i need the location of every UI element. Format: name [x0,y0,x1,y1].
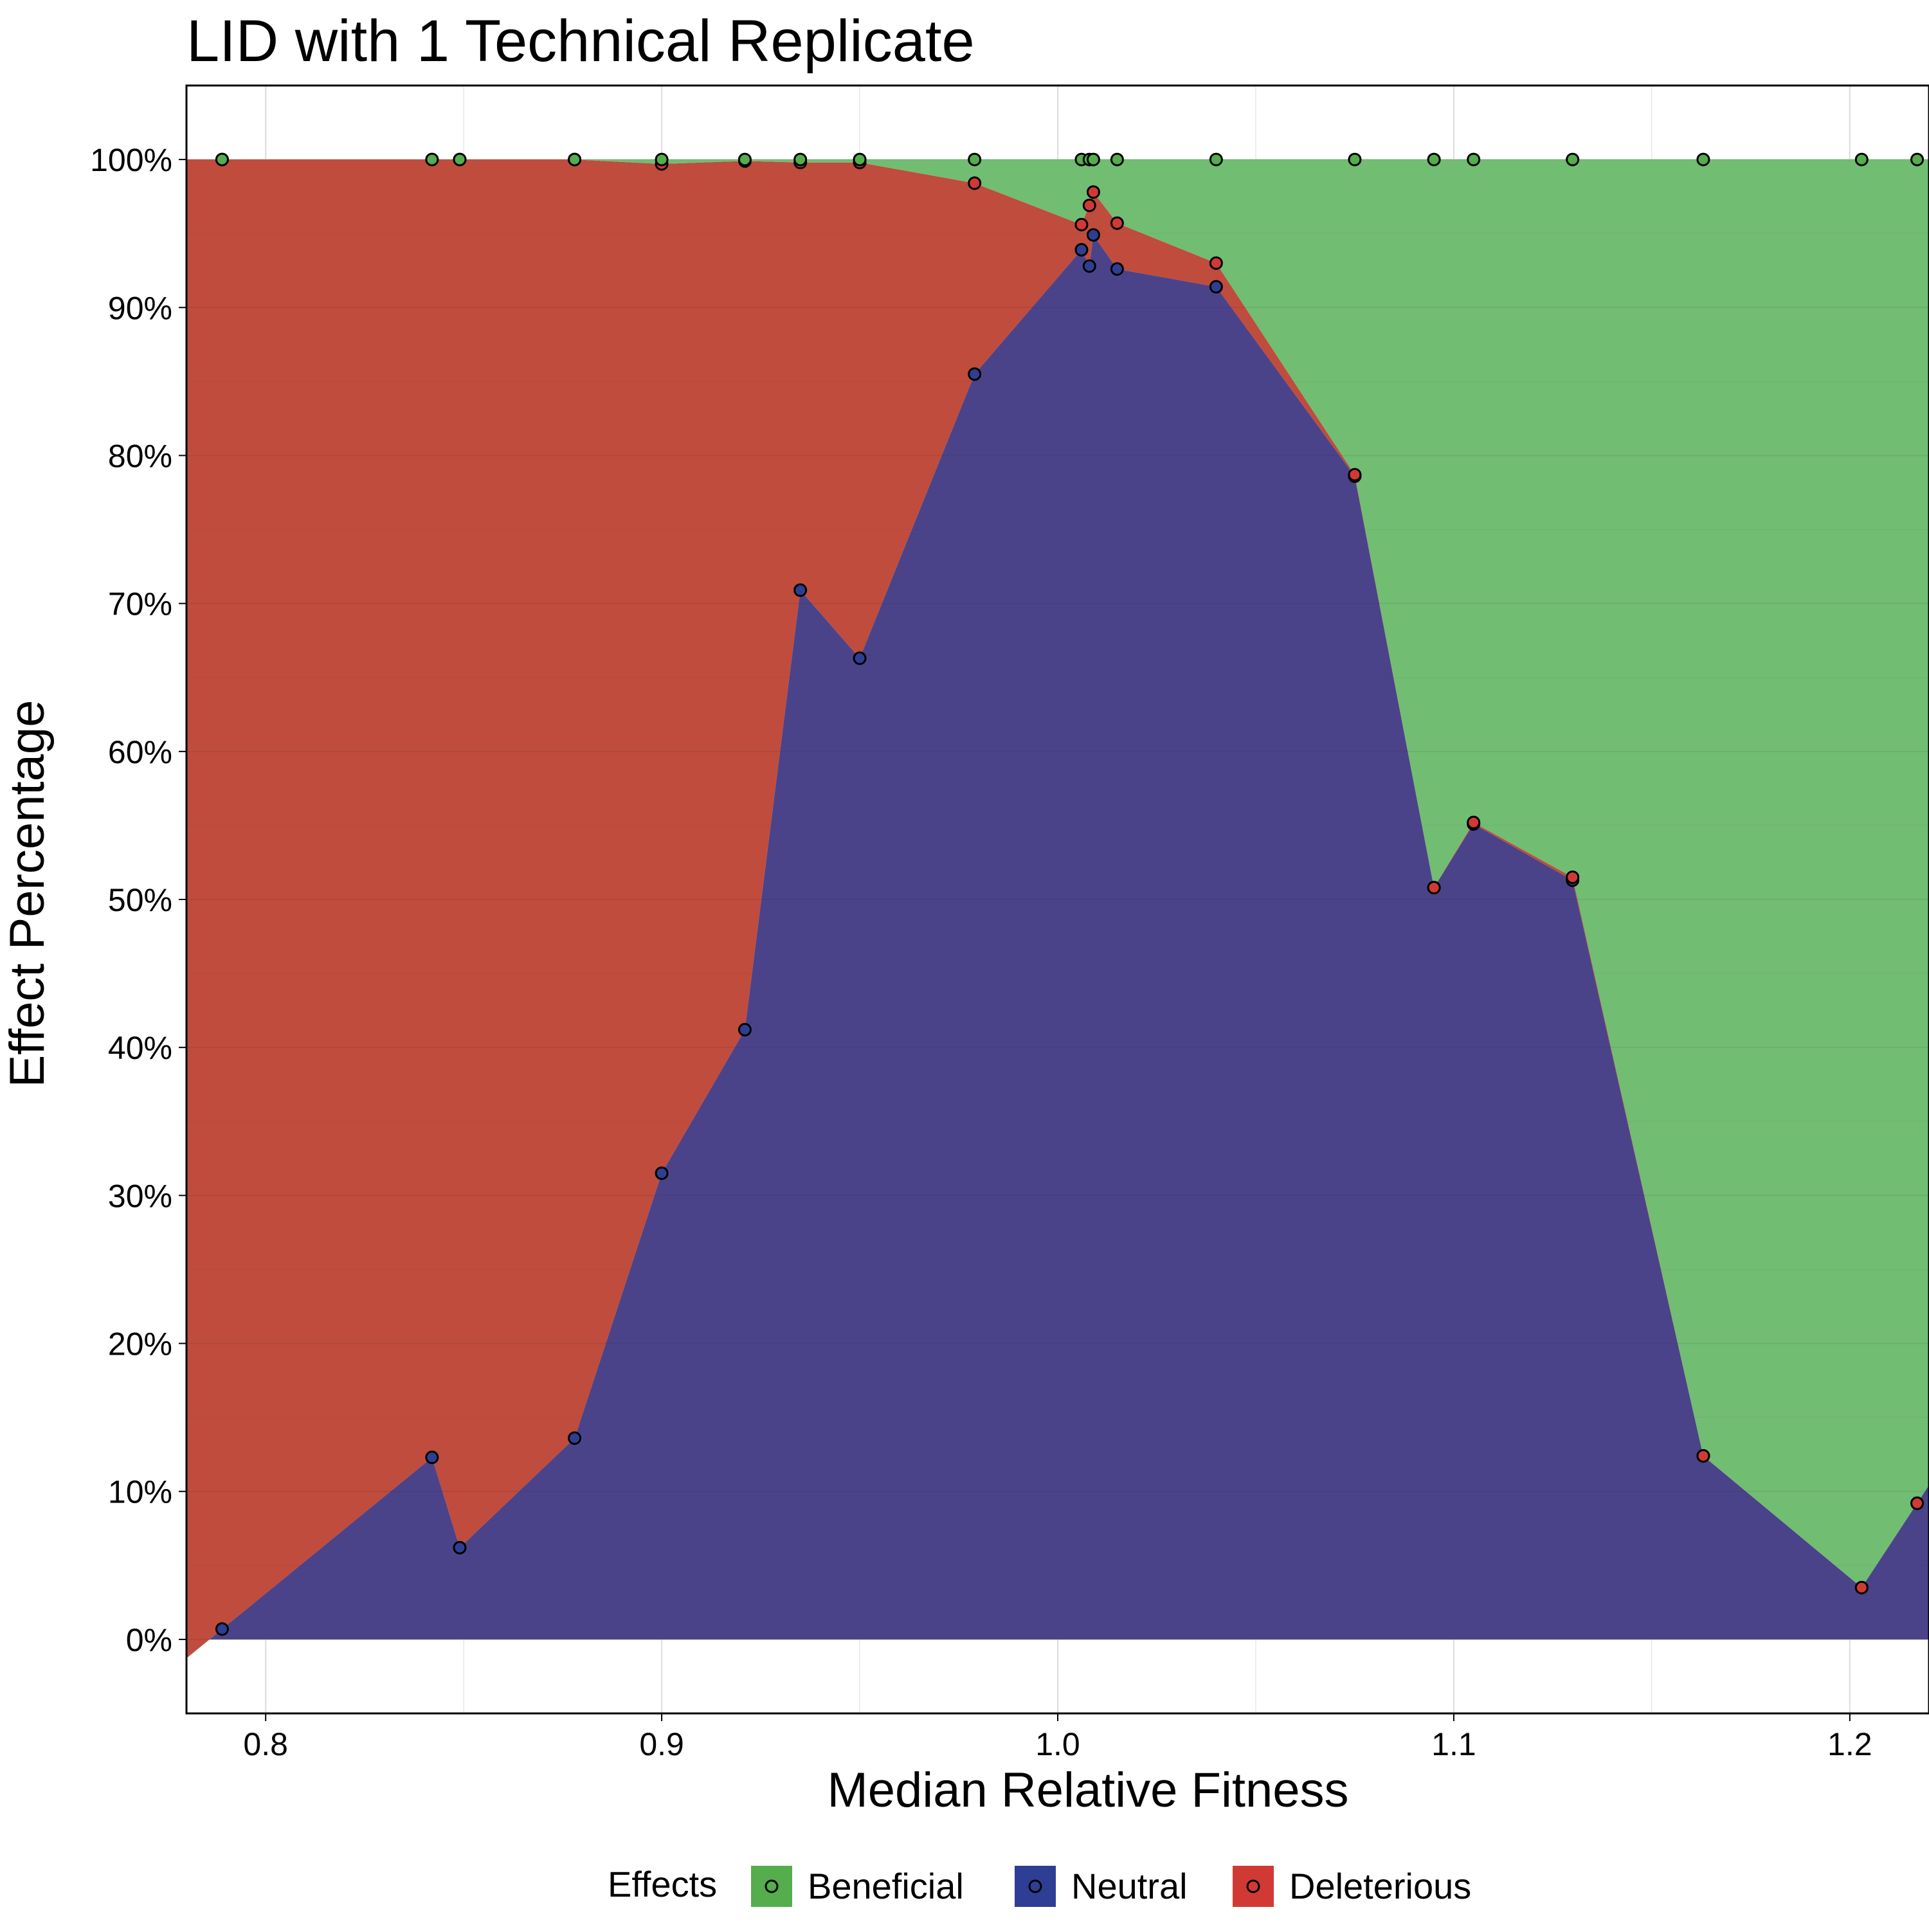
x-tick-label: 1.1 [1431,1726,1476,1762]
y-tick-label: 20% [108,1326,172,1362]
y-tick-label: 10% [108,1474,172,1510]
point-deleterious [1696,1449,1710,1463]
point-beneficial [1209,152,1223,167]
point-deleterious [1467,815,1481,829]
point-neutral [1074,243,1089,257]
x-axis: 0.8 0.9 1.0 1.1 1.2 [243,1713,1872,1762]
point-neutral [568,1431,582,1445]
y-tick-label: 90% [108,290,172,326]
point-beneficial [568,152,582,167]
y-tick-label: 80% [108,438,172,474]
x-tick-label: 1.0 [1035,1726,1080,1762]
legend-title: Effects [608,1864,717,1904]
legend-label-neutral: Neutral [1071,1866,1188,1906]
point-neutral [968,367,982,381]
legend-label-deleterious: Deleterious [1289,1866,1471,1906]
area-beneficial [186,159,1929,1588]
point-beneficial [1427,152,1441,167]
point-deleterious [1082,198,1096,212]
point-beneficial [1110,152,1124,167]
point-deleterious [1854,1580,1869,1594]
point-beneficial [793,152,808,167]
point-deleterious [1086,185,1100,199]
point-deleterious [1910,1496,1924,1510]
area-deleterious [186,159,1929,1659]
point-neutral [655,1166,669,1180]
point-beneficial [1910,152,1924,167]
point-layer [215,152,1924,1636]
x-tick-label: 0.8 [243,1726,288,1762]
point-deleterious [1110,216,1124,230]
point-neutral [1082,259,1096,273]
legend-marker-deleterious [1246,1879,1260,1893]
point-neutral [1209,280,1223,294]
point-beneficial [1696,152,1710,167]
point-deleterious [1427,881,1441,895]
point-deleterious [1566,870,1580,884]
point-neutral [1110,262,1124,276]
grid-overlay [186,159,1929,1640]
area-neutral [186,235,1929,1659]
point-beneficial [425,152,439,167]
chart-title: LID with 1 Technical Replicate [186,8,975,74]
area-layer [186,159,1929,1659]
point-deleterious [968,176,982,190]
point-beneficial [215,152,229,167]
y-axis: 0% 10% 20% 30% 40% 50% 60% 70% 80% 90% 100% [90,142,186,1658]
y-tick-label: 30% [108,1178,172,1214]
point-beneficial [968,152,982,167]
x-tick-label: 1.2 [1827,1726,1872,1762]
legend: Effects Beneficial Neutral Deleterious [608,1864,1471,1907]
y-tick-label: 70% [108,586,172,622]
point-neutral [1086,228,1100,242]
legend-label-beneficial: Beneficial [808,1866,964,1906]
point-neutral [425,1450,439,1465]
legend-marker-neutral [1028,1879,1042,1893]
point-beneficial [738,152,752,167]
point-neutral [793,583,808,597]
point-beneficial [1086,152,1100,167]
point-neutral [853,651,867,665]
point-beneficial [1854,152,1869,167]
point-deleterious [1074,217,1089,231]
y-tick-label: 0% [126,1622,172,1658]
point-beneficial [1348,152,1362,167]
point-neutral [215,1622,229,1636]
point-beneficial [453,152,467,167]
x-axis-title: Median Relative Fitness [827,1763,1348,1818]
point-beneficial [1467,152,1481,167]
point-beneficial [655,152,669,167]
point-neutral [453,1540,467,1555]
point-deleterious [1348,467,1362,482]
y-tick-label: 60% [108,734,172,770]
point-deleterious [1209,256,1223,270]
y-axis-title: Effect Percentage [0,700,55,1088]
y-tick-label: 100% [90,142,172,178]
x-tick-label: 0.9 [639,1726,684,1762]
legend-marker-beneficial [765,1879,779,1893]
y-tick-label: 40% [108,1030,172,1066]
point-beneficial [853,152,867,167]
y-tick-label: 50% [108,882,172,918]
point-beneficial [1566,152,1580,167]
point-neutral [738,1023,752,1037]
